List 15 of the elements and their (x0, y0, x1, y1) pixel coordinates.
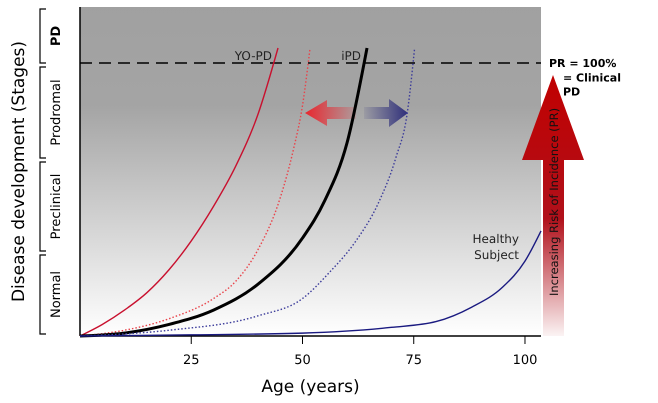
series-label: YO-PD (234, 49, 272, 63)
x-axis-title: Age (years) (261, 377, 360, 397)
x-tick-label: 25 (182, 352, 200, 368)
text: Increasing Risk of Incidence (PR) (547, 108, 561, 296)
series-label: Healthy Subject (472, 232, 520, 262)
x-tick-label: 100 (512, 352, 538, 368)
text: Normal (49, 270, 64, 318)
text: PR = 100% = Clinical PD (549, 56, 621, 99)
series-label: iPD (341, 49, 362, 63)
x-tick-label: 75 (405, 352, 422, 368)
text: Prodromal (49, 79, 64, 146)
text: PD (49, 26, 64, 46)
x-tick-label: 50 (294, 352, 311, 368)
text: Preclinical (49, 174, 64, 240)
y-axis-title: Disease development (Stages) (9, 40, 29, 302)
